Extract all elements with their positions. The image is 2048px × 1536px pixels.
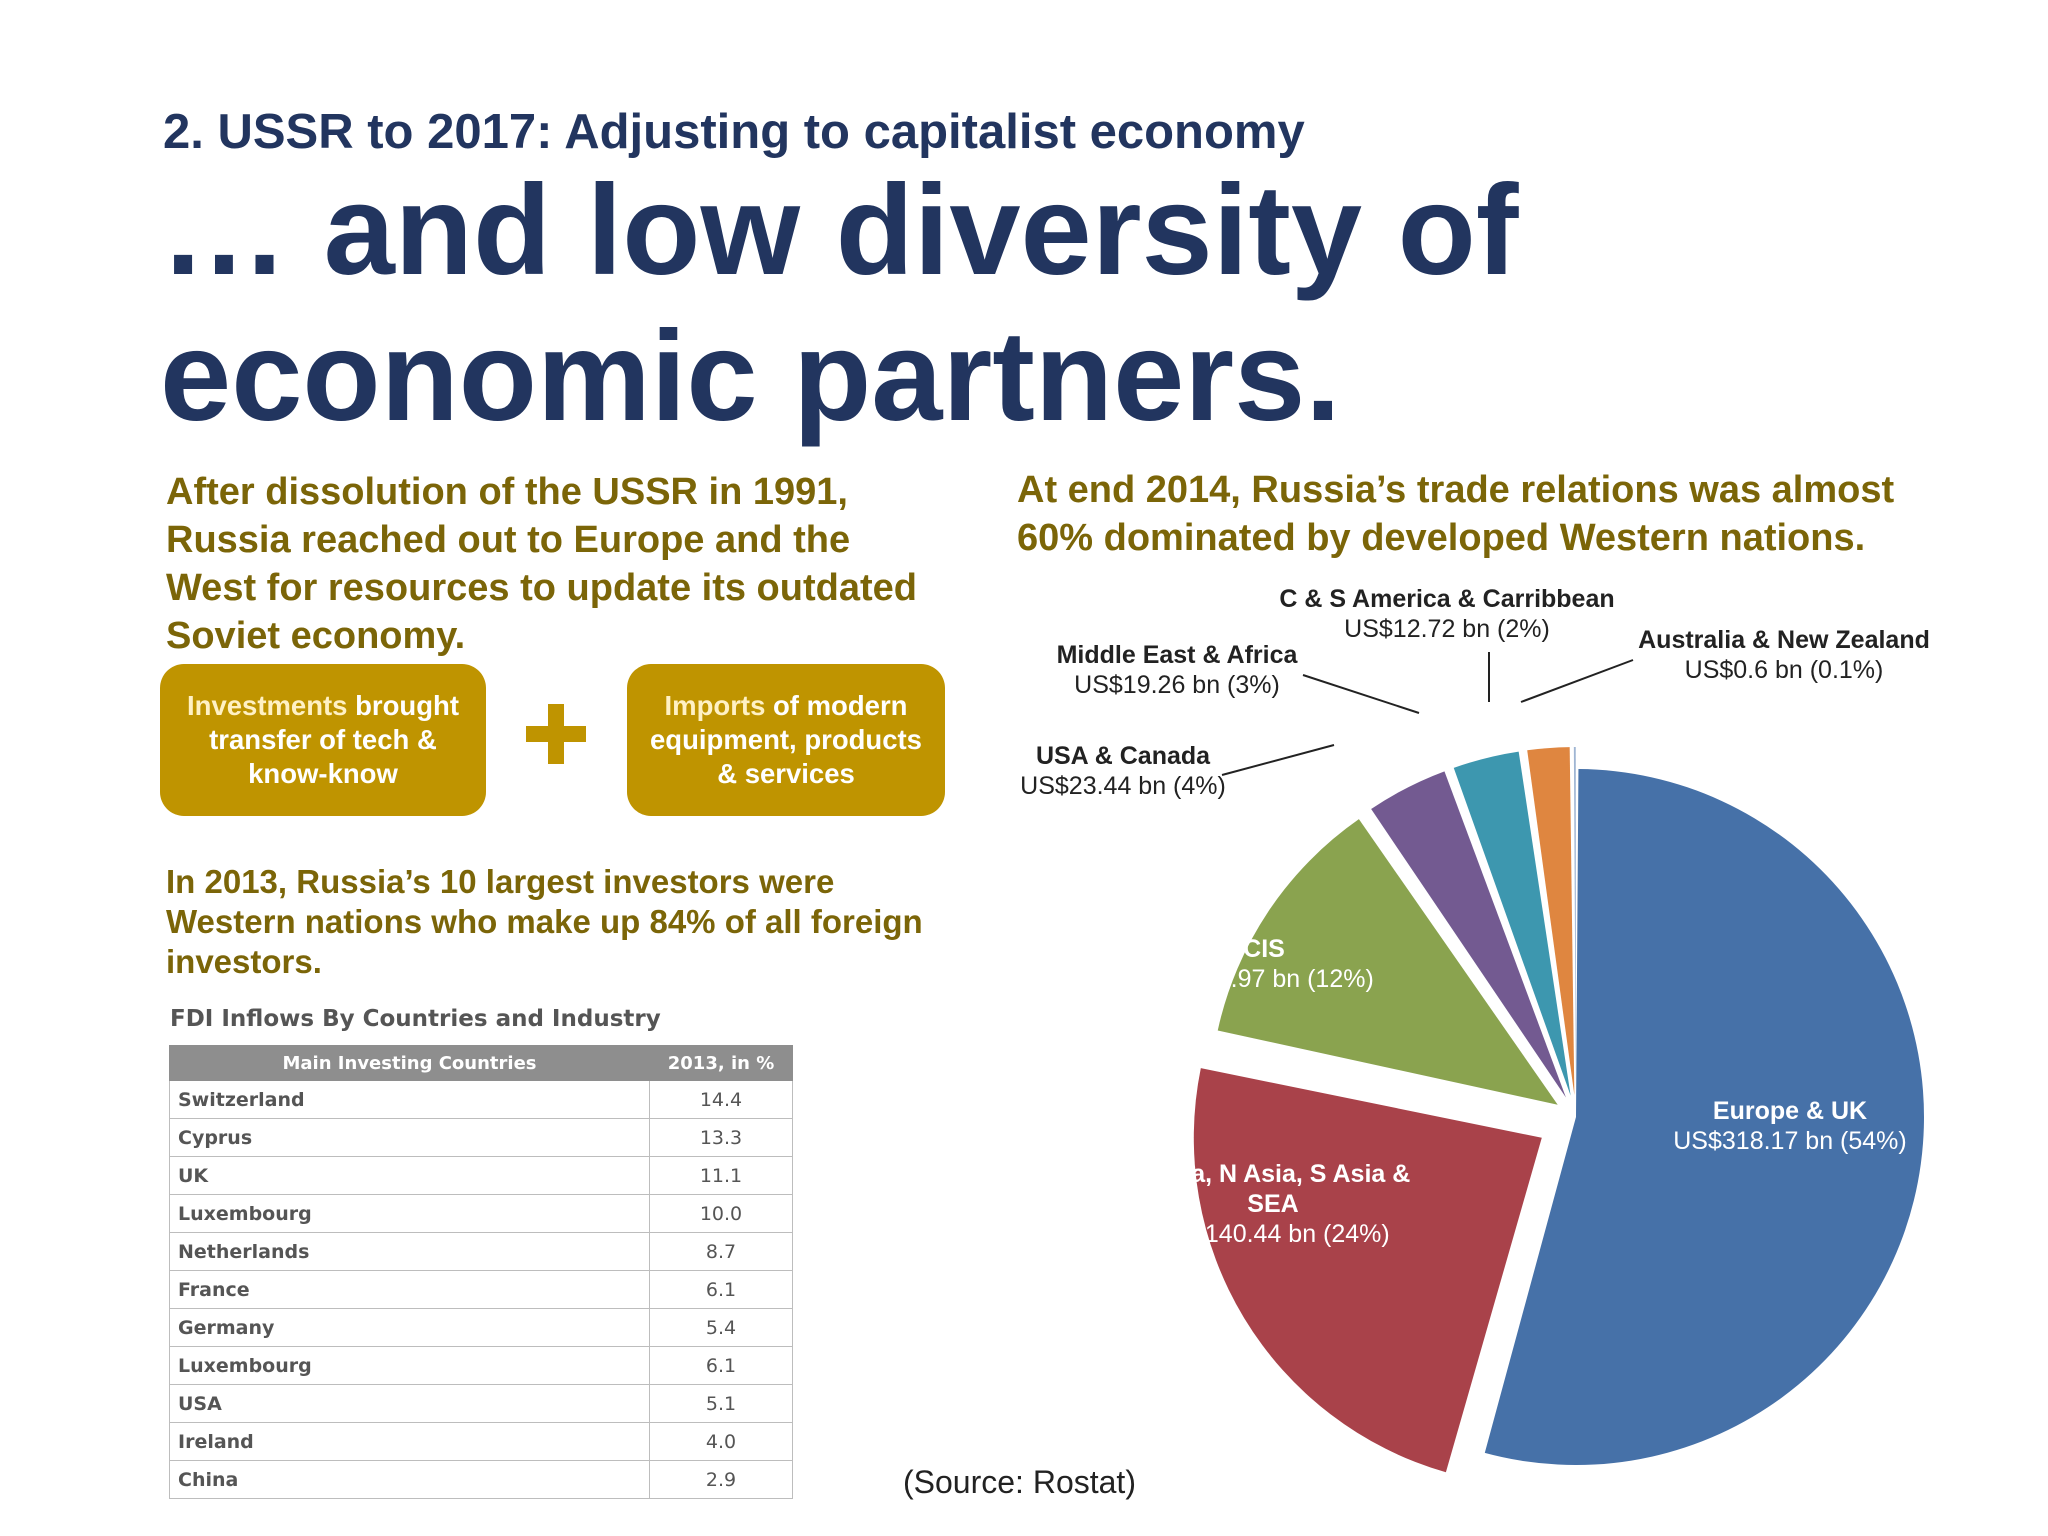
fdi-table-title: FDI Inflows By Countries and Industry: [170, 1006, 661, 1032]
slice-value-label: US$318.17 bn (54%): [1673, 1127, 1906, 1155]
slice-name-label: Europe & UK: [1713, 1097, 1867, 1125]
country-cell: Netherlands: [169, 1232, 650, 1271]
pie-caption-line: At end 2014, Russia’s trade relations wa…: [1017, 469, 1895, 511]
investors-line: Western nations who make up 84% of all f…: [166, 903, 923, 940]
slice-value-label: US$0.6 bn (0.1%): [1685, 656, 1884, 684]
country-cell: Cyprus: [169, 1118, 650, 1157]
slice-name-label: SEA: [1247, 1190, 1298, 1218]
intro-line: Russia reached out to Europe and the: [166, 519, 851, 561]
box-text: brought: [347, 690, 459, 721]
slice-value-label: US$140.44 bn (24%): [1156, 1220, 1389, 1248]
label-leader-line: [1302, 674, 1420, 714]
label-leader-line: [1221, 744, 1335, 776]
box-text: know-know: [248, 758, 398, 789]
intro-line: After dissolution of the USSR in 1991,: [166, 471, 848, 513]
investors-line: In 2013, Russia’s 10 largest investors w…: [166, 863, 835, 900]
value-cell: 10.0: [649, 1194, 793, 1233]
pie-caption-line: 60% dominated by developed Western natio…: [1017, 517, 1866, 559]
box-highlight: Investments: [187, 690, 348, 721]
country-cell: China: [169, 1460, 650, 1499]
country-cell: Germany: [169, 1308, 650, 1347]
fdi-table: Main Investing Countries 2013, in % Swit…: [169, 1045, 793, 1499]
box-text: of modern: [765, 690, 908, 721]
investments-box: Investments brought transfer of tech & k…: [160, 664, 486, 816]
value-cell: 6.1: [649, 1270, 793, 1309]
value-cell: 14.4: [649, 1080, 793, 1119]
box-highlight: Imports: [664, 690, 766, 721]
source-note: (Source: Rostat): [903, 1464, 1136, 1500]
table-row: USA 5.1: [169, 1384, 793, 1423]
country-cell: USA: [169, 1384, 650, 1423]
table-row: Switzerland 14.4: [169, 1080, 793, 1119]
title-line-2: economic partners.: [160, 305, 1341, 448]
slice-name-label: C & S America & Carribbean: [1279, 585, 1614, 613]
imports-box: Imports of modern equipment, products & …: [627, 664, 945, 816]
table-row: Luxembourg 10.0: [169, 1194, 793, 1233]
investors-line: investors.: [166, 943, 322, 980]
box-text: transfer of tech &: [209, 724, 437, 755]
country-cell: Switzerland: [169, 1080, 650, 1119]
pie-slice: [1527, 747, 1575, 1096]
box-text: equipment, products: [650, 724, 922, 755]
investors-paragraph: In 2013, Russia’s 10 largest investors w…: [166, 862, 986, 982]
table-row: Netherlands 8.7: [169, 1232, 793, 1271]
pie-slice: [1453, 751, 1571, 1096]
page-title: … and low diversity of economic partners…: [160, 158, 1660, 450]
title-line-1: … and low diversity of: [160, 159, 1519, 302]
value-cell: 8.7: [649, 1232, 793, 1271]
table-row: Germany 5.4: [169, 1308, 793, 1347]
slice-value-label: US$23.44 bn (4%): [1020, 772, 1226, 800]
value-cell: 4.0: [649, 1422, 793, 1461]
section-kicker: 2. USSR to 2017: Adjusting to capitalist…: [163, 105, 1305, 159]
pie-slice: [1371, 771, 1566, 1098]
slice-name-label: USA & Canada: [1036, 742, 1211, 770]
column-header-value: 2013, in %: [649, 1045, 793, 1081]
country-cell: Ireland: [169, 1422, 650, 1461]
value-cell: 11.1: [649, 1156, 793, 1195]
plus-icon: [526, 704, 586, 764]
country-cell: UK: [169, 1156, 650, 1195]
table-row: China 2.9: [169, 1460, 793, 1499]
pie-slice: [1573, 747, 1576, 1096]
slice-name-label: Australia & New Zealand: [1638, 626, 1930, 654]
table-row: UK 11.1: [169, 1156, 793, 1195]
intro-line: Soviet economy.: [166, 615, 466, 657]
value-cell: 2.9: [649, 1460, 793, 1499]
slice-value-label: US$19.26 bn (3%): [1074, 671, 1280, 699]
label-leader-line: [1520, 659, 1634, 703]
pie-slice: [1217, 819, 1558, 1105]
slice-value-label: US$70.97 bn (12%): [1154, 965, 1374, 993]
table-row: France 6.1: [169, 1270, 793, 1309]
slice-name-label: Middle East & Africa: [1057, 641, 1299, 669]
pie-caption: At end 2014, Russia’s trade relations wa…: [1017, 466, 2017, 562]
value-cell: 5.1: [649, 1384, 793, 1423]
pie-slice: [1193, 1068, 1542, 1473]
slice-name-label: CIS: [1243, 935, 1285, 963]
box-text: & services: [717, 758, 855, 789]
table-row: Ireland 4.0: [169, 1422, 793, 1461]
slice-value-label: US$12.72 bn (2%): [1344, 615, 1550, 643]
intro-line: West for resources to update its outdate…: [166, 567, 917, 609]
intro-paragraph: After dissolution of the USSR in 1991, R…: [166, 468, 986, 660]
slice-name-label: China, N Asia, S Asia &: [1136, 1160, 1411, 1188]
pie-slice: [1484, 769, 1924, 1465]
